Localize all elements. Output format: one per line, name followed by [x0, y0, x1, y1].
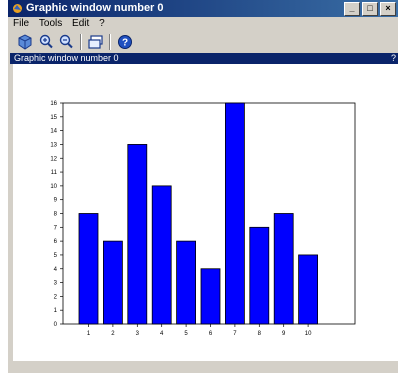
bar: [273, 213, 294, 325]
figure-caption: Graphic window number 0: [14, 53, 119, 63]
window-title: Graphic window number 0: [26, 2, 164, 14]
x-tick-label: 8: [258, 331, 262, 337]
bar: [151, 185, 172, 325]
bar: [78, 213, 99, 325]
y-tick-label: 4: [54, 267, 58, 273]
figure-caption-bar: Graphic window number 0 ?: [10, 53, 398, 64]
zoom-in-icon[interactable]: [37, 33, 55, 51]
help-icon[interactable]: ?: [116, 33, 134, 51]
svg-text:?: ?: [122, 38, 128, 49]
desktop-edge: [0, 0, 8, 373]
y-tick-label: 14: [50, 129, 57, 135]
y-tick-label: 7: [54, 225, 58, 231]
y-tick-label: 16: [50, 101, 57, 107]
minimize-button[interactable]: _: [344, 2, 360, 16]
menu-bar: File Tools Edit ?: [13, 17, 398, 31]
x-tick-label: 3: [136, 331, 140, 337]
y-tick-label: 9: [54, 198, 58, 204]
toolbar: ?: [10, 31, 398, 53]
x-tick-label: 2: [111, 331, 115, 337]
title-bar[interactable]: Graphic window number 0 _ □ ×: [8, 0, 398, 17]
x-tick-label: 9: [282, 331, 286, 337]
y-tick-label: 5: [54, 253, 58, 259]
bar: [200, 268, 221, 325]
bar: [249, 226, 270, 325]
frame-border: [10, 64, 13, 373]
bar: [127, 144, 148, 325]
y-tick-label: 6: [54, 239, 58, 245]
bar: [298, 254, 319, 325]
x-tick-label: 6: [209, 331, 213, 337]
menu-file[interactable]: File: [13, 18, 30, 29]
bar: [224, 102, 245, 325]
x-tick-label: 7: [233, 331, 237, 337]
window-controls: _ □ ×: [344, 2, 398, 16]
plot-canvas[interactable]: 0 1 2 3 4 5 6 7 8 9 10 11 12 13 14 15 16 1 2 3 4 5 6 7 8 9 10: [13, 64, 398, 360]
close-button[interactable]: ×: [380, 2, 396, 16]
y-tick-label: 3: [54, 281, 58, 287]
menu-help[interactable]: ?: [99, 18, 105, 29]
rotate-icon[interactable]: [16, 33, 34, 51]
toolbar-separator: [109, 34, 111, 50]
caption-marker: ?: [390, 53, 396, 63]
zoom-out-icon[interactable]: [57, 33, 75, 51]
y-tick-label: 2: [54, 294, 58, 300]
y-tick-label: 12: [50, 156, 57, 162]
menu-tools[interactable]: Tools: [38, 18, 63, 29]
bar: [176, 240, 197, 325]
x-tick-label: 1: [87, 331, 91, 337]
y-tick-label: 13: [50, 142, 57, 148]
y-tick-label: 15: [50, 115, 57, 121]
y-tick-label: 0: [54, 322, 58, 328]
x-tick-label: 4: [160, 331, 164, 337]
maximize-button[interactable]: □: [362, 2, 378, 16]
y-tick-label: 1: [54, 308, 58, 314]
y-tick-label: 8: [54, 212, 58, 218]
toolbar-separator: [80, 34, 82, 50]
window-icon[interactable]: [87, 33, 105, 51]
x-tick-label: 5: [184, 331, 188, 337]
y-tick-label: 10: [50, 184, 57, 190]
menu-edit[interactable]: Edit: [72, 18, 90, 29]
bar: [103, 240, 123, 325]
status-bar: [13, 360, 398, 373]
scilab-app-icon: [13, 4, 22, 13]
x-tick-label: 10: [305, 331, 312, 337]
y-tick-label: 11: [51, 170, 58, 176]
